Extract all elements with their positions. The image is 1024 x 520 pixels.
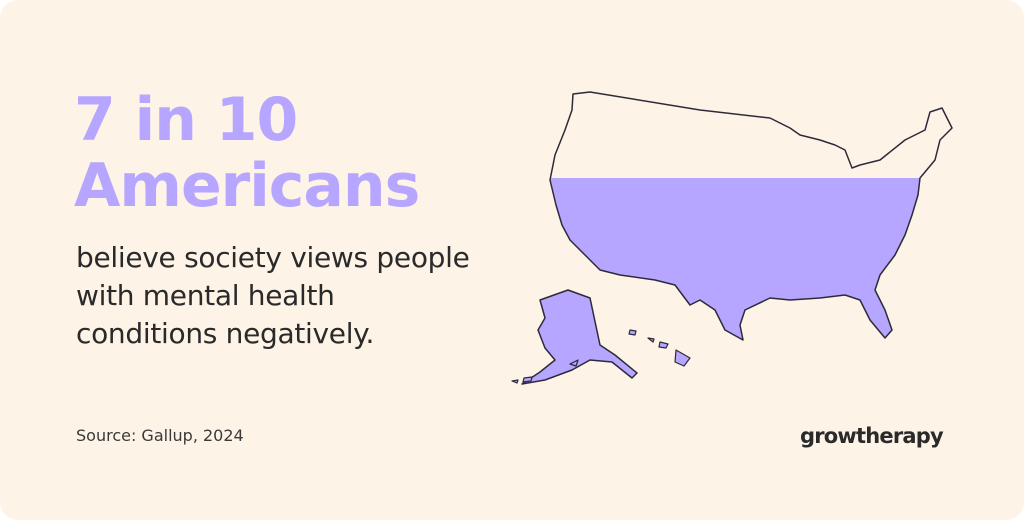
body-line: conditions negatively. xyxy=(76,317,375,350)
body-line: with mental health xyxy=(76,279,335,312)
map-shapes xyxy=(511,91,953,385)
body-line: believe society views people xyxy=(76,241,470,274)
source-note: Source: Gallup, 2024 xyxy=(76,426,244,445)
brand-logo: growtherapy xyxy=(800,424,944,448)
headline-line: Americans xyxy=(74,151,420,221)
headline-line: 7 in 10 xyxy=(74,85,298,155)
alaska xyxy=(521,289,638,385)
